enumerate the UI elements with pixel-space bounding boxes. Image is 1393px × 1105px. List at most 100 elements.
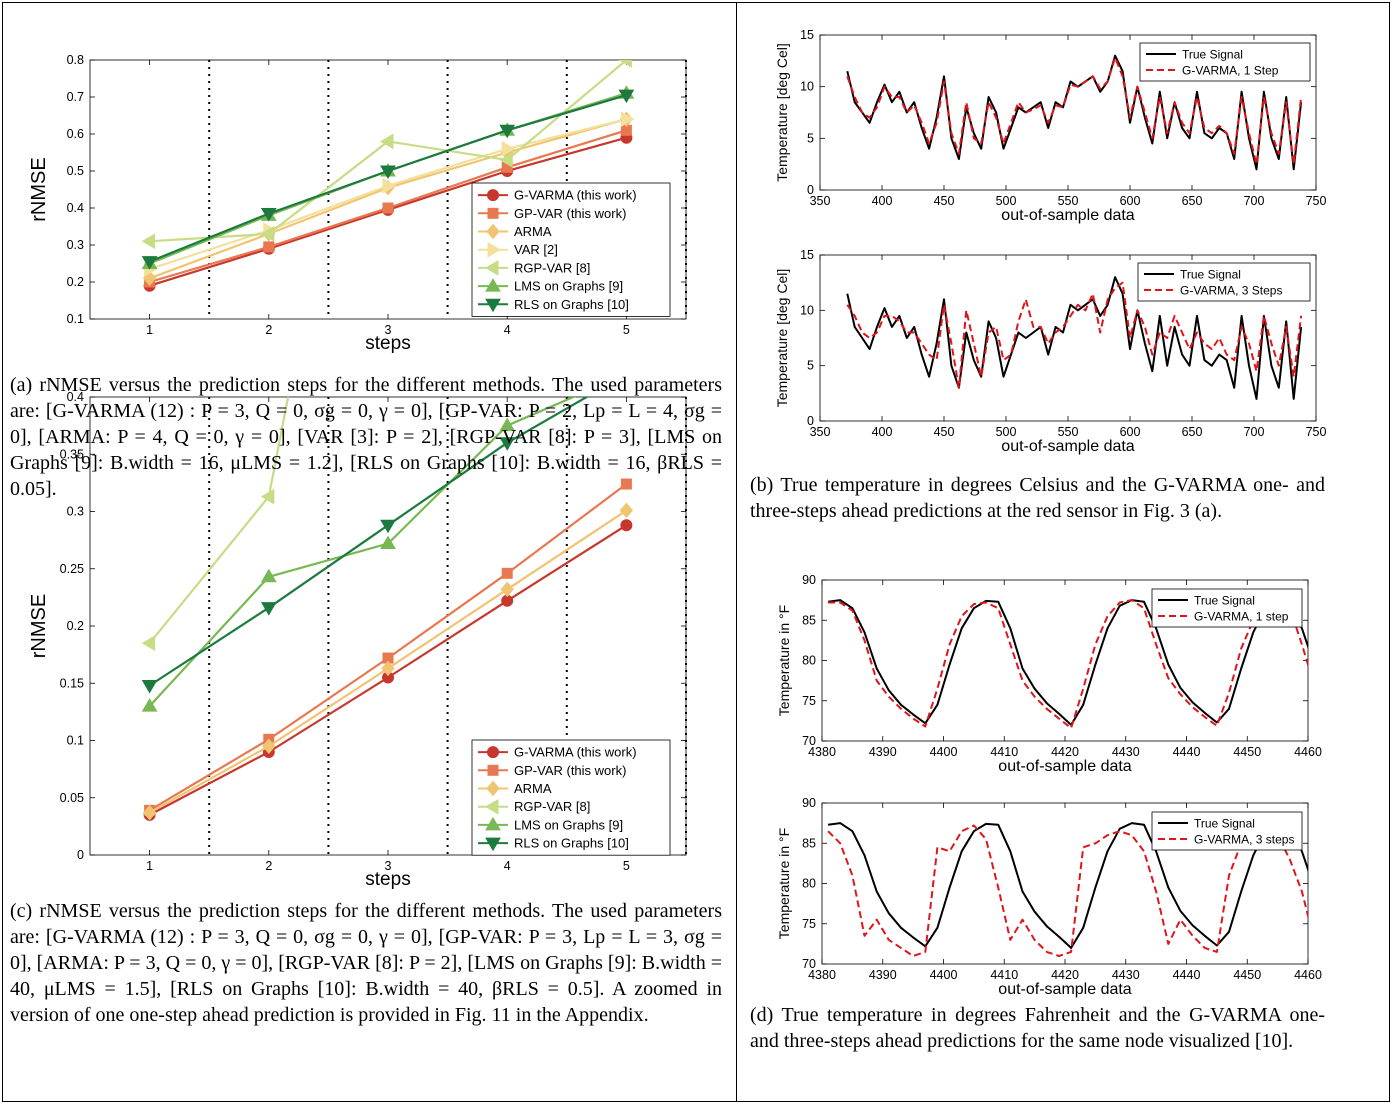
x-tick-label: 4450 <box>1233 968 1261 982</box>
y-tick-label: 85 <box>802 836 816 850</box>
y-tick-label: 15 <box>800 28 814 42</box>
x-tick-label: 750 <box>1306 194 1327 208</box>
x-tick-label: 4380 <box>808 968 836 982</box>
data-point <box>382 202 394 214</box>
x-tick-label: 500 <box>996 194 1017 208</box>
x-tick-label: 4430 <box>1112 968 1140 982</box>
series-line <box>846 276 1303 400</box>
y-axis-label: Temperature [deg Cel] <box>774 269 790 408</box>
y-tick-label: 0.3 <box>67 505 84 519</box>
legend-marker <box>485 260 499 276</box>
legend-label: G-VARMA (this work) <box>514 745 637 760</box>
x-tick-label: 2 <box>265 323 272 337</box>
legend-marker <box>485 798 499 815</box>
data-point <box>263 241 275 253</box>
y-tick-label: 0.7 <box>67 90 84 104</box>
y-tick-label: 15 <box>800 248 814 262</box>
y-axis-label: Temperature in °F <box>776 605 792 716</box>
y-axis-label: Temperature [deg Cel] <box>774 43 790 182</box>
legend-box <box>1137 262 1311 302</box>
series-line <box>148 397 290 644</box>
data-point <box>381 660 395 677</box>
x-tick-label: 4430 <box>1112 745 1140 759</box>
y-tick-label: 0.5 <box>67 164 84 178</box>
caption-a: (a) rNMSE versus the prediction steps fo… <box>10 374 722 500</box>
y-tick-label: 0.25 <box>60 562 84 576</box>
series-line <box>846 281 1303 389</box>
data-point <box>142 804 157 821</box>
x-tick-label: 350 <box>810 194 831 208</box>
data-point <box>262 738 276 754</box>
x-tick-label: 700 <box>1244 425 1265 439</box>
y-tick-label: 0.1 <box>67 734 84 748</box>
legend-label: G-VARMA, 3 steps <box>1194 833 1294 847</box>
data-point <box>141 256 158 270</box>
x-tick-label: 2 <box>265 859 272 873</box>
y-tick-label: 10 <box>800 303 814 317</box>
series-group <box>827 599 1308 730</box>
caption-d: (d) True temperature in degrees Fahrenhe… <box>750 1004 1325 1052</box>
y-tick-label: 0 <box>807 414 814 428</box>
y-tick-label: 10 <box>800 80 814 94</box>
y-tick-label: 90 <box>802 796 816 810</box>
data-point <box>380 535 396 550</box>
x-tick-label: 4410 <box>990 745 1018 759</box>
legend-marker <box>485 816 501 831</box>
y-tick-label: 80 <box>802 654 816 668</box>
legend-label: True Signal <box>1180 268 1241 282</box>
series-group <box>827 822 1308 957</box>
legend-label: LMS on Graphs [9] <box>514 279 623 294</box>
legend-box <box>1151 811 1303 851</box>
chart-b1: 0 5 10 15 350 400 450 500 550 600 650 700 750 out-of-… <box>774 28 1326 224</box>
y-tick-label: 0.35 <box>60 447 84 461</box>
series-group <box>846 276 1303 400</box>
x-tick-label: 650 <box>1182 194 1203 208</box>
legend-marker <box>487 764 499 776</box>
x-tick-label: 650 <box>1182 425 1203 439</box>
x-tick-label: 600 <box>1120 194 1141 208</box>
x-axis-label: steps <box>365 333 410 354</box>
chart-b2: 0 5 10 15 350 400 450 500 550 600 650 700 750 out-of-… <box>774 248 1326 455</box>
y-tick-label: 90 <box>802 573 816 587</box>
data-point <box>620 478 632 490</box>
legend-marker <box>487 207 499 219</box>
y-tick-label: 0.15 <box>60 676 84 690</box>
series-group <box>141 397 634 821</box>
data-point <box>618 89 635 104</box>
legend-box <box>1139 42 1311 82</box>
x-tick-label: 450 <box>934 194 955 208</box>
y-axis-label: Temperature in °F <box>776 828 792 939</box>
legend-marker <box>486 223 500 240</box>
legend-label: RGP-VAR [8] <box>514 260 590 275</box>
y-tick-label: 0 <box>807 183 814 197</box>
y-tick-label: 0.3 <box>67 238 84 252</box>
x-tick-label: 4420 <box>1051 968 1079 982</box>
data-point <box>619 502 634 519</box>
legend-box <box>1151 588 1303 628</box>
legend-marker <box>485 837 501 852</box>
legend-marker <box>487 241 501 258</box>
x-tick-label: 4420 <box>1051 745 1079 759</box>
x-tick-label: 1 <box>146 323 153 337</box>
x-tick-label: 450 <box>934 425 955 439</box>
y-tick-label: 0.6 <box>67 127 84 141</box>
x-tick-label: 550 <box>1058 425 1079 439</box>
caption-b: (b) True temperature in degrees Celsius … <box>750 474 1325 522</box>
series-group <box>846 54 1303 171</box>
legend-marker <box>487 189 499 202</box>
series-line <box>827 822 1308 949</box>
column-divider <box>736 2 737 1102</box>
x-tick-label: 4460 <box>1294 745 1322 759</box>
x-axis-label: out-of-sample data <box>1001 438 1135 455</box>
data-point <box>499 417 516 432</box>
legend-label: G-VARMA, 3 Steps <box>1180 284 1282 298</box>
x-axis-label: out-of-sample data <box>998 981 1132 998</box>
legend-label: G-VARMA (this work) <box>514 188 637 203</box>
series-line <box>846 56 1303 166</box>
x-tick-label: 4450 <box>1233 745 1261 759</box>
x-tick-label: 5 <box>623 859 630 873</box>
x-tick-label: 4 <box>504 323 511 337</box>
data-point <box>620 519 633 532</box>
data-point <box>618 60 632 68</box>
y-tick-label: 75 <box>802 694 816 708</box>
